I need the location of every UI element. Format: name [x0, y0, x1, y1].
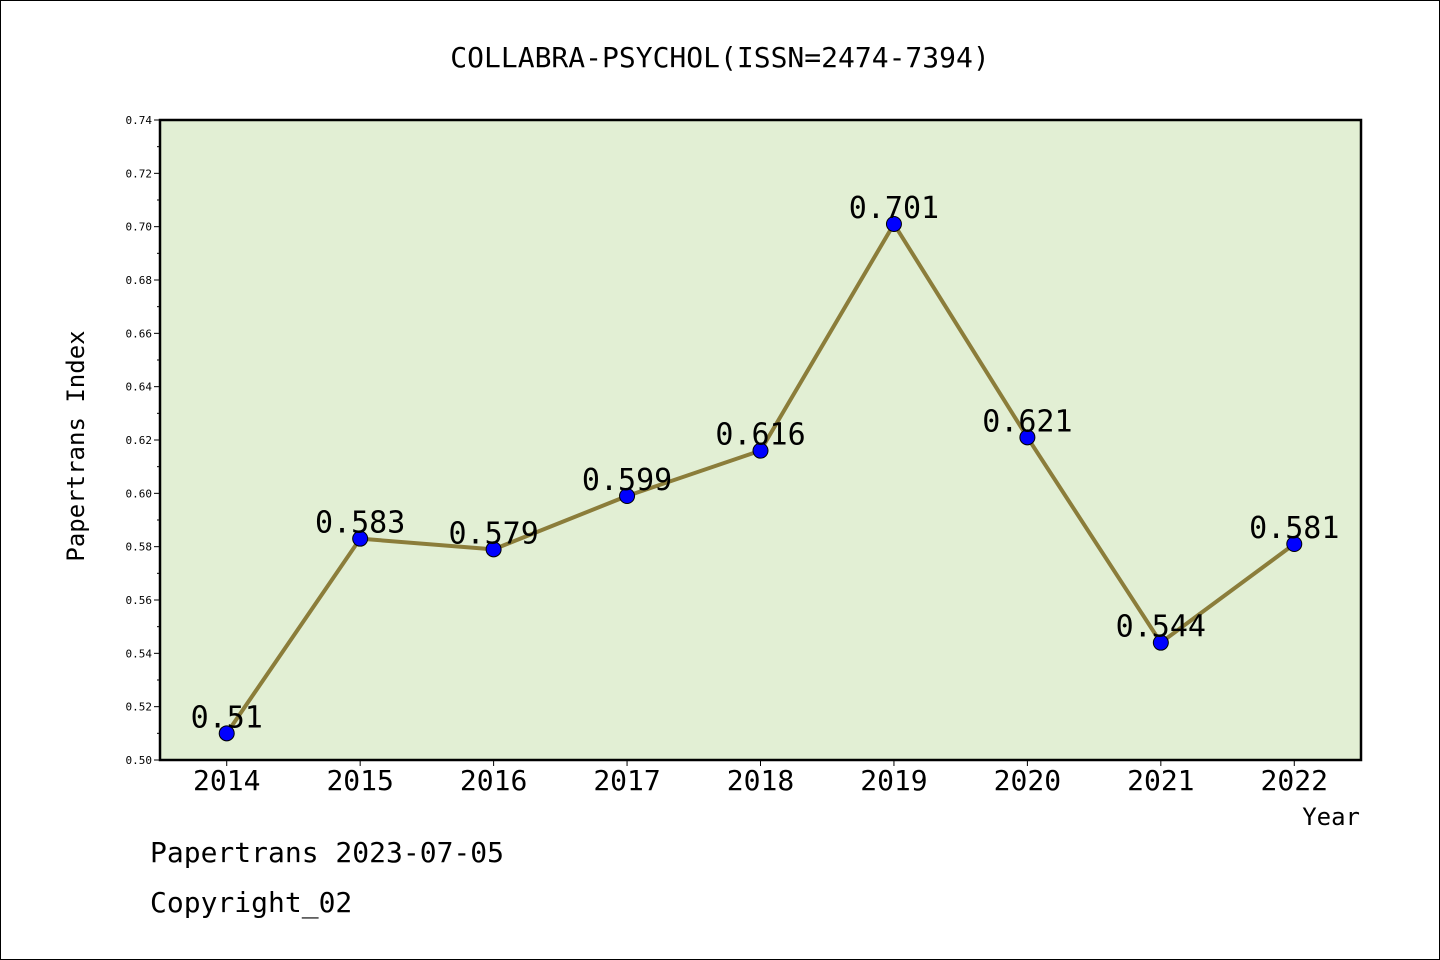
y-tick-label: 0.50	[126, 754, 153, 767]
x-tick-label: 2017	[593, 764, 660, 797]
x-tick-label: 2016	[460, 764, 527, 797]
data-point	[1152, 634, 1169, 651]
data-point	[218, 725, 235, 742]
x-axis-ticks: 2014 2015 2016 2017 2018 2019 2020 2021 2022	[193, 760, 1328, 797]
y-tick-label: 0.56	[126, 594, 153, 607]
data-point	[752, 442, 769, 459]
y-tick-label: 0.74	[126, 114, 153, 127]
data-label: 0.616	[715, 418, 805, 453]
data-label: 0.51	[191, 700, 263, 735]
y-axis-ticks: 0.50 0.52 0.54 0.56 0.58 0.60 0.62 0.64 0.66 0.68…	[126, 114, 160, 767]
data-point	[352, 530, 369, 547]
data-point	[619, 488, 636, 504]
data-label: 0.579	[448, 516, 538, 551]
data-label: 0.621	[982, 404, 1072, 439]
footer-copyright: Copyright_02	[150, 886, 353, 919]
data-points	[218, 216, 1303, 742]
y-tick-label: 0.62	[126, 434, 153, 447]
data-point	[485, 541, 502, 558]
x-tick-label: 2021	[1127, 764, 1194, 797]
x-tick-label: 2019	[860, 764, 927, 797]
y-tick-label: 0.64	[126, 381, 153, 394]
y-axis-label: Papertrans Index	[62, 330, 90, 561]
data-label: 0.583	[315, 506, 405, 541]
y-tick-label: 0.66	[126, 327, 153, 340]
data-point	[1286, 536, 1303, 552]
y-tick-label: 0.52	[126, 701, 153, 714]
x-axis-label: Year	[1302, 803, 1360, 831]
data-point	[885, 216, 902, 232]
x-tick-label: 2018	[727, 764, 794, 797]
data-label: 0.599	[582, 463, 672, 498]
data-labels: 0.51 0.583 0.579 0.599 0.616 0.701 0.621 0.544 0…	[191, 191, 1340, 735]
chart-title: COLLABRA-PSYCHOL(ISSN=2474-7394)	[450, 41, 989, 74]
x-tick-label: 2015	[326, 764, 393, 797]
y-tick-label: 0.60	[126, 487, 153, 500]
plot-area	[158, 118, 1363, 762]
data-label: 0.544	[1116, 610, 1206, 645]
y-tick-label: 0.70	[126, 221, 153, 234]
data-label: 0.701	[849, 191, 939, 226]
x-tick-label: 2022	[1261, 764, 1328, 797]
y-tick-label: 0.54	[126, 647, 153, 660]
footer-date: Papertrans 2023-07-05	[150, 836, 505, 869]
x-tick-label: 2014	[193, 764, 260, 797]
data-point	[1019, 429, 1036, 446]
x-tick-label: 2020	[994, 764, 1061, 797]
y-tick-label: 0.58	[126, 541, 153, 554]
y-tick-label: 0.72	[126, 167, 153, 180]
data-label: 0.581	[1249, 511, 1339, 546]
y-tick-label: 0.68	[126, 274, 153, 287]
